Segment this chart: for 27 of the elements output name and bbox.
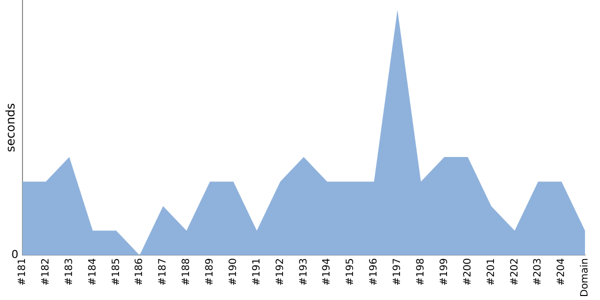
x-tick-label: #204 [556, 258, 568, 286]
x-tick-label: #196 [368, 258, 380, 286]
x-tick-label: #197 [392, 258, 404, 286]
x-tick-label: #188 [181, 258, 192, 286]
x-tick-label: #199 [438, 258, 450, 286]
x-tick-label: #185 [110, 258, 122, 286]
x-tick-label: #201 [486, 258, 497, 286]
x-tick-label: #182 [40, 258, 52, 286]
x-tick-label: #200 [462, 258, 474, 286]
text: 0 [11, 248, 18, 262]
x-tick-label: #184 [87, 258, 98, 286]
x-tick-label: #191 [251, 258, 262, 286]
x-tick-label: #193 [298, 258, 310, 286]
x-tick-label: #189 [204, 258, 216, 286]
x-tick-label: #194 [322, 258, 333, 286]
x-tick-label: Domain [580, 258, 591, 298]
x-tick-label: #202 [509, 258, 520, 286]
x-tick-label: #195 [345, 258, 356, 286]
x-tick-label: #183 [64, 258, 75, 286]
y-axis-title: seconds [3, 103, 18, 152]
x-tick-label: #181 [16, 258, 28, 286]
x-tick-label: #198 [416, 258, 426, 286]
x-tick-label: #192 [274, 258, 286, 286]
x-tick-label: #186 [134, 258, 146, 286]
x-tick-label: #187 [158, 258, 169, 286]
x-tick-label: #190 [228, 258, 239, 286]
x-tick-label: #203 [532, 258, 544, 286]
